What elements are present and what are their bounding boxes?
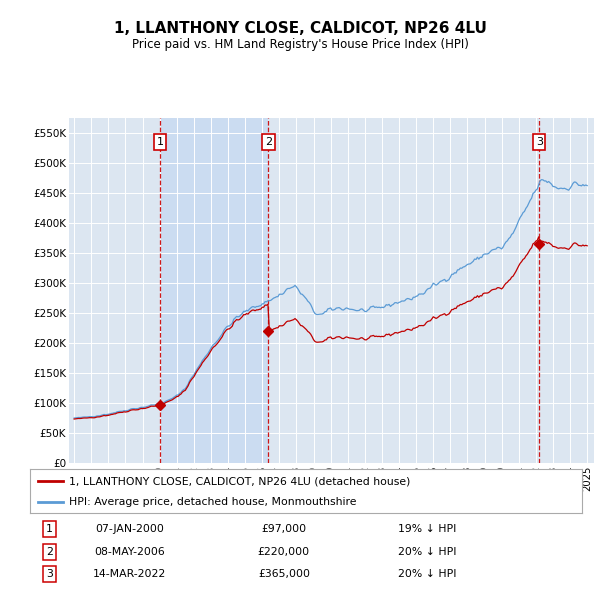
Bar xyxy=(160,118,268,463)
Text: HPI: Average price, detached house, Monmouthshire: HPI: Average price, detached house, Monm… xyxy=(68,497,356,507)
Text: 20% ↓ HPI: 20% ↓ HPI xyxy=(398,569,457,579)
Text: 1: 1 xyxy=(46,524,53,534)
Text: 1, LLANTHONY CLOSE, CALDICOT, NP26 4LU: 1, LLANTHONY CLOSE, CALDICOT, NP26 4LU xyxy=(113,21,487,35)
Text: 3: 3 xyxy=(46,569,53,579)
Text: 2: 2 xyxy=(265,137,272,147)
Text: 1, LLANTHONY CLOSE, CALDICOT, NP26 4LU (detached house): 1, LLANTHONY CLOSE, CALDICOT, NP26 4LU (… xyxy=(68,477,410,486)
Text: 07-JAN-2000: 07-JAN-2000 xyxy=(95,524,164,534)
Text: 19% ↓ HPI: 19% ↓ HPI xyxy=(398,524,457,534)
Text: 2: 2 xyxy=(46,547,53,556)
Text: £220,000: £220,000 xyxy=(258,547,310,556)
Text: 08-MAY-2006: 08-MAY-2006 xyxy=(94,547,165,556)
Text: £97,000: £97,000 xyxy=(262,524,307,534)
Text: 14-MAR-2022: 14-MAR-2022 xyxy=(93,569,166,579)
Text: £365,000: £365,000 xyxy=(258,569,310,579)
Text: 3: 3 xyxy=(536,137,543,147)
Text: Price paid vs. HM Land Registry's House Price Index (HPI): Price paid vs. HM Land Registry's House … xyxy=(131,38,469,51)
Text: 20% ↓ HPI: 20% ↓ HPI xyxy=(398,547,457,556)
Text: 1: 1 xyxy=(157,137,163,147)
